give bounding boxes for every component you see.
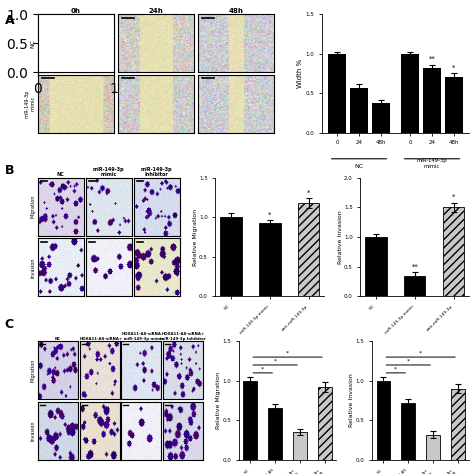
Bar: [268, 409, 282, 460]
Text: C: C: [5, 318, 14, 330]
Text: *: *: [286, 350, 289, 356]
Title: 24h: 24h: [148, 8, 163, 14]
Text: *: *: [452, 64, 456, 70]
Title: miR-149-3p
mimic: miR-149-3p mimic: [93, 166, 125, 177]
Text: **: **: [411, 264, 418, 269]
Y-axis label: Migration: Migration: [30, 195, 35, 219]
Bar: [423, 68, 441, 133]
Y-axis label: Invasion: Invasion: [30, 420, 35, 441]
Text: *: *: [268, 211, 272, 218]
Text: *: *: [307, 190, 310, 196]
Y-axis label: Invasion: Invasion: [30, 257, 35, 278]
Bar: [365, 237, 387, 296]
Bar: [401, 403, 415, 460]
Title: 48h: 48h: [228, 8, 243, 14]
Bar: [401, 54, 419, 133]
Bar: [220, 217, 242, 296]
Bar: [350, 88, 368, 133]
Text: *: *: [452, 194, 456, 200]
Bar: [404, 275, 426, 296]
Y-axis label: Width %: Width %: [297, 59, 302, 88]
Bar: [372, 103, 390, 133]
Bar: [445, 77, 463, 133]
Bar: [298, 203, 319, 296]
Y-axis label: Relative Migration: Relative Migration: [193, 209, 198, 265]
Bar: [259, 223, 281, 296]
Text: **: **: [428, 55, 436, 62]
Text: B: B: [5, 164, 14, 176]
Bar: [443, 208, 465, 296]
Title: NC: NC: [55, 337, 61, 341]
Y-axis label: Relative Invasion: Relative Invasion: [349, 374, 355, 428]
Title: miR-149-3p
Inhibitor: miR-149-3p Inhibitor: [141, 166, 173, 177]
Y-axis label: Migration: Migration: [30, 358, 35, 382]
Title: HOXA11-AS-siRNA+
miR-149-3p Inhibitor: HOXA11-AS-siRNA+ miR-149-3p Inhibitor: [160, 332, 206, 341]
Y-axis label: Relative Migration: Relative Migration: [216, 372, 221, 429]
Text: A: A: [5, 14, 14, 27]
Text: *: *: [419, 350, 422, 356]
Text: *: *: [273, 358, 277, 364]
Text: *: *: [261, 366, 264, 371]
Text: *: *: [407, 358, 410, 364]
Title: HOXA11-AS-siRNA
+ miR-149-3p mimic: HOXA11-AS-siRNA + miR-149-3p mimic: [119, 332, 164, 341]
Bar: [376, 381, 390, 460]
Bar: [293, 432, 307, 460]
Bar: [426, 435, 440, 460]
Y-axis label: Relative Invasion: Relative Invasion: [337, 210, 343, 264]
Text: NC: NC: [355, 164, 364, 169]
Title: HOXA11-AS-siRNA: HOXA11-AS-siRNA: [80, 337, 119, 341]
Text: *: *: [394, 366, 397, 371]
Title: NC: NC: [57, 173, 64, 177]
Title: 0h: 0h: [71, 8, 81, 14]
Bar: [451, 389, 465, 460]
Bar: [244, 381, 257, 460]
Bar: [318, 387, 332, 460]
Text: miR-149-3p
mimic: miR-149-3p mimic: [417, 158, 447, 169]
Y-axis label: NC: NC: [30, 38, 35, 48]
Bar: [328, 54, 346, 133]
Y-axis label: miR-149-3p
mimic: miR-149-3p mimic: [24, 90, 35, 118]
